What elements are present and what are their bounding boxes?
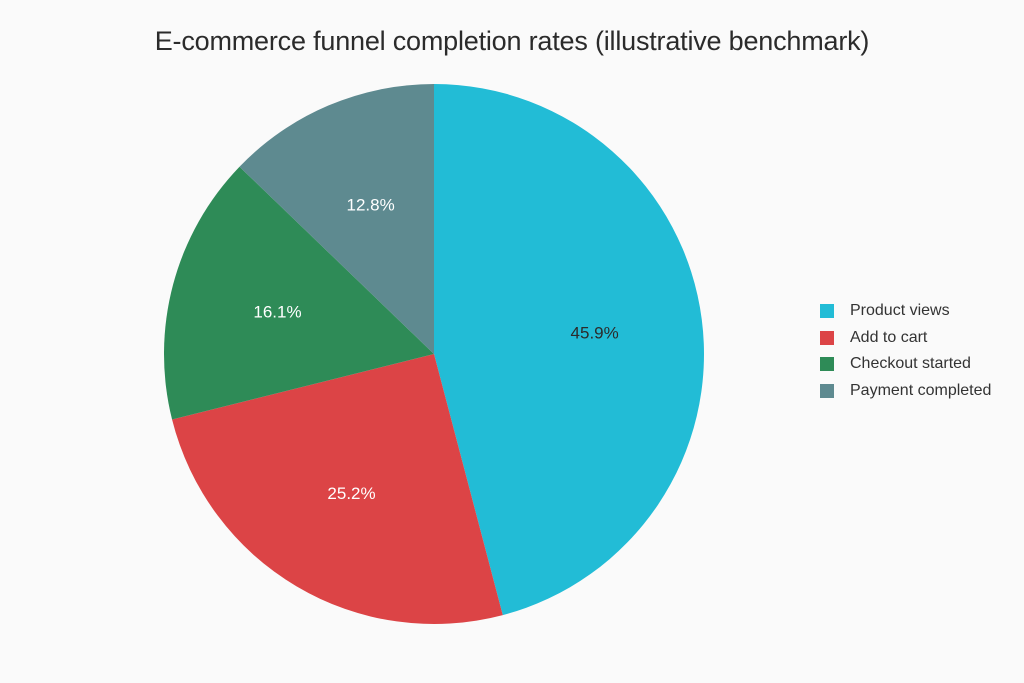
pie-slice-product-views: [434, 84, 704, 616]
pie-slices: [163, 83, 704, 624]
legend-swatch: [820, 383, 834, 398]
legend-swatch: [820, 357, 834, 372]
legend-item-payment-completed: Payment completed: [820, 378, 991, 405]
legend-label: Add to cart: [850, 328, 928, 346]
slice-label: 25.2%: [327, 484, 375, 503]
legend-item-product-views: Product views: [820, 298, 991, 325]
slice-label: 12.8%: [346, 195, 394, 214]
pie-slice-add-to-cart: [172, 354, 503, 624]
legend-item-add-to-cart: Add to cart: [820, 325, 991, 352]
legend-label: Payment completed: [850, 381, 992, 399]
legend-item-checkout-started: Checkout started: [820, 351, 991, 378]
pie-slice-payment-completed: [239, 83, 434, 354]
legend-swatch: [820, 330, 834, 345]
pie-labels: 45.9% 25.2% 16.1% 12.8%: [253, 195, 618, 503]
legend-label: Checkout started: [850, 355, 971, 373]
pie-slice-checkout-started: [163, 166, 434, 420]
legend-label: Product views: [850, 302, 950, 320]
legend-swatch: [820, 304, 834, 319]
chart-title: E-commerce funnel completion rates (illu…: [154, 26, 870, 56]
slice-label: 45.9%: [571, 324, 619, 343]
slice-label: 16.1%: [253, 303, 301, 322]
legend: Product views Add to cart Checkout start…: [820, 298, 991, 404]
